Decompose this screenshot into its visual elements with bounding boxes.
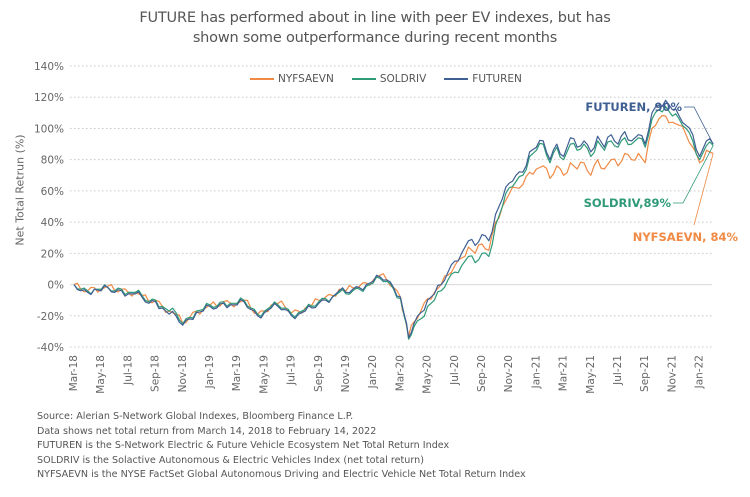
series-line-nyfsaevn: [73, 114, 714, 337]
x-tick-label: Nov-20: [503, 355, 515, 392]
legend-swatch-futuren: [444, 78, 469, 80]
x-tick-label: Sep-19: [313, 355, 325, 392]
annotations: FUTUREN, 90% SOLDRIV,89% NYFSAEVN, 84%: [584, 100, 739, 244]
y-tick-label: -40%: [37, 342, 64, 354]
x-tick-label: Sep-21: [639, 355, 651, 392]
annotation-leader-futuren: [684, 106, 714, 145]
y-tick-label: -20%: [37, 311, 64, 323]
legend-item-futuren: FUTUREN: [444, 73, 522, 85]
x-tick-label: Jul-18: [122, 355, 134, 386]
y-tick-label: 80%: [41, 155, 64, 167]
x-tick-label: May-18: [95, 355, 107, 394]
y-tick-label: 100%: [34, 123, 64, 135]
x-tick-label: Jan-19: [204, 355, 216, 389]
y-tick-label: 140%: [34, 61, 64, 73]
x-axis-ticks: Mar-18 May-18 Jul-18 Sep-18 Nov-18 Jan-19 Mar-…: [68, 355, 706, 394]
x-tick-label: Sep-20: [476, 355, 488, 392]
annotation-nyfsaevn: NYFSAEVN, 84%: [633, 230, 739, 244]
x-tick-label: Jan-21: [530, 355, 542, 389]
x-tick-label: Mar-21: [558, 355, 570, 391]
annotation-leader-soldriv: [673, 145, 714, 204]
chart-title-line-2: shown some outperformance during recent …: [192, 30, 558, 46]
footnote-date-range: Data shows net total return from March 1…: [37, 425, 377, 437]
legend-swatch-nyfsaevn: [250, 78, 274, 80]
x-tick-label: Jul-20: [449, 355, 461, 386]
x-tick-label: May-20: [422, 355, 434, 394]
x-tick-label: Jul-21: [612, 355, 624, 386]
y-axis-ticks: 140% 120% 100% 80% 60% 40% 20% 0% -20% -40%: [34, 61, 64, 354]
legend-item-nyfsaevn: NYFSAEVN: [250, 73, 334, 85]
x-tick-label: Jul-19: [286, 355, 298, 386]
annotation-futuren: FUTUREN, 90%: [585, 100, 682, 114]
x-tick-label: Jan-22: [694, 355, 706, 389]
legend: NYFSAEVN SOLDRIV FUTUREN: [250, 73, 522, 85]
legend-label-soldriv: SOLDRIV: [379, 73, 427, 85]
x-tick-label: Mar-18: [68, 355, 80, 391]
x-tick-label: Jan-20: [367, 355, 379, 389]
y-tick-label: 120%: [34, 92, 64, 104]
x-tick-label: Nov-19: [340, 355, 352, 392]
legend-label-futuren: FUTUREN: [472, 73, 522, 85]
y-tick-label: 0%: [47, 280, 64, 292]
y-tick-label: 20%: [41, 248, 64, 260]
annotation-leader-nyfsaevn: [693, 153, 714, 226]
x-tick-label: Nov-18: [177, 355, 189, 392]
footnote-source: Source: Alerian S-Network Global Indexes…: [37, 411, 354, 422]
series-line-soldriv: [73, 105, 714, 340]
footnote-soldriv: SOLDRIV is the Solactive Autonomous & El…: [37, 454, 424, 466]
legend-label-nyfsaevn: NYFSAEVN: [278, 73, 334, 85]
annotation-soldriv: SOLDRIV,89%: [584, 196, 672, 210]
footnotes: Source: Alerian S-Network Global Indexes…: [37, 410, 526, 483]
legend-swatch-soldriv: [351, 78, 376, 80]
x-tick-label: Mar-19: [231, 355, 243, 391]
chart-title-line-1: FUTURE has performed about in line with …: [139, 10, 611, 26]
footnote-nyfsaevn: NYFSAEVN is the NYSE FactSet Global Auto…: [37, 469, 526, 480]
x-tick-label: May-21: [585, 355, 597, 394]
series-line-futuren: [73, 99, 714, 339]
x-tick-label: May-19: [258, 355, 270, 394]
x-tick-label: Nov-21: [666, 355, 678, 392]
chart-title: FUTURE has performed about in line with …: [0, 8, 750, 48]
x-tick-label: Sep-18: [150, 355, 162, 392]
legend-item-soldriv: SOLDRIV: [351, 73, 427, 85]
footnote-futuren: FUTUREN is the S-Network Electric & Futu…: [37, 440, 450, 451]
y-tick-label: 40%: [41, 217, 64, 229]
y-tick-label: 60%: [41, 186, 64, 198]
series-lines: [73, 99, 714, 340]
x-tick-label: Mar-20: [394, 355, 406, 391]
